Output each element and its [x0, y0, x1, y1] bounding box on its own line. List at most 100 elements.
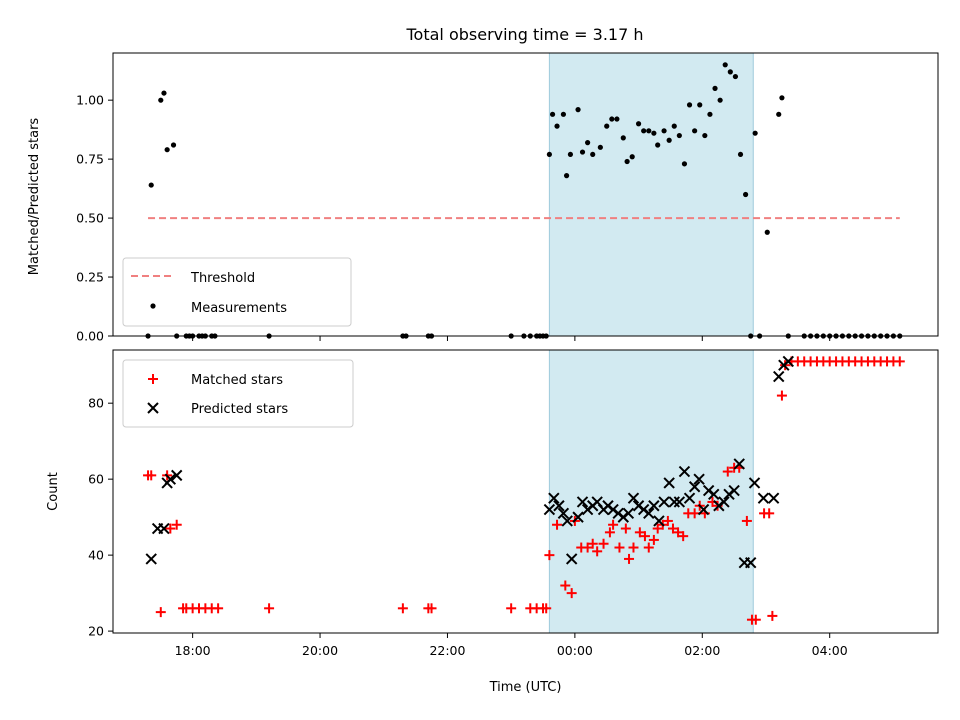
measurement-point: [651, 130, 657, 136]
predicted-star-marker: [591, 496, 603, 508]
predicted-star-marker: [658, 496, 670, 508]
measurement-point: [712, 85, 718, 91]
bottom-shaded-region: [548, 349, 754, 634]
top-y-axis-label: Matched/Predicted stars: [27, 118, 42, 276]
top-ytick-label: 0.50: [76, 211, 104, 226]
xtick-label: 20:00: [302, 643, 338, 658]
top-axes-frame: [112, 52, 939, 337]
bottom-ytick-label: 40: [88, 548, 104, 563]
measurement-point: [560, 111, 567, 117]
measurement-point: [148, 182, 154, 188]
measurement-point: [732, 73, 739, 80]
measurement-point: [620, 135, 626, 141]
measurement-point: [164, 147, 170, 153]
measurement-point: [604, 123, 610, 129]
measurement-point: [549, 111, 556, 117]
predicted-star-marker: [543, 503, 556, 516]
predicted-star-marker: [565, 553, 578, 565]
legend-threshold-label: Threshold: [190, 271, 255, 286]
predicted-star-marker: [643, 507, 655, 520]
bottom-y-axis-label: Count: [46, 472, 61, 511]
xtick-label: 00:00: [557, 643, 593, 658]
predicted-star-marker: [757, 492, 770, 504]
legend-box: [122, 359, 354, 428]
legend-predicted-label: Predicted stars: [191, 402, 288, 417]
xtick-label: 22:00: [429, 643, 465, 658]
top-legend: Threshold Measurements: [122, 257, 352, 327]
predicted-star-marker: [548, 492, 560, 504]
predicted-star-marker: [572, 511, 584, 523]
measurement-point: [170, 142, 177, 148]
predicted-star-marker: [773, 370, 785, 383]
measurement-point: [697, 102, 703, 108]
predicted-star-marker: [733, 458, 745, 470]
measurement-point: [707, 111, 713, 117]
predicted-star-marker: [170, 469, 183, 482]
top-ytick-label: 1.00: [76, 93, 104, 108]
measurement-point: [702, 132, 708, 139]
bottom-ytick-label: 20: [88, 624, 104, 639]
top-y-axis: 0.00 0.25 0.50 0.75 1.00: [76, 93, 113, 344]
predicted-star-marker: [767, 492, 780, 504]
measurement-point: [629, 154, 635, 160]
measurement-point: [161, 90, 167, 96]
measurement-point: [692, 128, 698, 134]
top-shaded-region: [548, 52, 754, 337]
predicted-star-marker: [653, 515, 665, 527]
predicted-star-marker: [668, 496, 680, 508]
measurement-point: [579, 149, 586, 155]
predicted-star-marker: [728, 484, 740, 497]
measurement-point: [717, 97, 723, 103]
measurement-point: [727, 69, 733, 75]
predicted-star-marker: [683, 492, 696, 504]
measurement-point: [666, 137, 672, 143]
predicted-star-marker: [708, 488, 720, 501]
top-panel: 0.00 0.25 0.50 0.75 1.00 Matched/Predicted s…: [27, 52, 939, 344]
measurement-point: [567, 151, 574, 158]
bottom-y-axis: 20 40 60 80: [88, 396, 113, 639]
bottom-ytick-label: 60: [88, 472, 104, 487]
predicted-star-marker: [158, 522, 170, 535]
predicted-star-marker: [145, 553, 157, 565]
predicted-star-marker: [697, 503, 710, 516]
predicted-star-marker: [782, 355, 794, 368]
measurement-point: [722, 62, 728, 68]
bottom-ytick-label: 80: [88, 396, 104, 411]
x-axis-label: Time (UTC): [489, 680, 562, 695]
measurement-point: [609, 116, 615, 122]
measurement-point: [563, 173, 570, 179]
measurement-point: [646, 128, 652, 134]
measurement-point: [575, 107, 581, 113]
measurement-point: [779, 95, 785, 101]
legend-predicted-swatch: [147, 402, 159, 414]
predicted-star-marker: [678, 465, 691, 478]
predicted-star-marker: [627, 492, 640, 504]
measurement-point: [655, 142, 661, 148]
predicted-star-marker: [663, 477, 675, 489]
xtick-label: 02:00: [684, 643, 720, 658]
xtick-label: 18:00: [175, 643, 211, 658]
measurement-point: [764, 229, 770, 235]
measurement-point: [671, 123, 677, 129]
measurement-point: [743, 191, 749, 198]
predicted-star-marker: [622, 507, 635, 520]
predicted-star-marker: [718, 496, 730, 508]
legend-matched-label: Matched stars: [191, 373, 283, 388]
predicted-star-marker: [553, 500, 565, 512]
measurement-point: [686, 102, 693, 108]
predicted-star-marker: [648, 500, 660, 512]
bottom-legend: Matched stars Predicted stars: [122, 359, 354, 428]
measurement-point: [676, 132, 682, 139]
predicted-star-marker: [164, 473, 177, 485]
predicted-star-marker: [673, 496, 686, 508]
predicted-star-marker: [576, 496, 589, 508]
measurement-point: [597, 144, 603, 150]
measurement-point: [585, 140, 591, 146]
xtick-label: 04:00: [812, 643, 848, 658]
top-ytick-label: 0.75: [76, 152, 104, 167]
measurement-point: [546, 151, 552, 158]
top-ytick-label: 0.25: [76, 270, 104, 285]
measurement-point: [614, 116, 620, 122]
measurement-point: [554, 123, 560, 129]
